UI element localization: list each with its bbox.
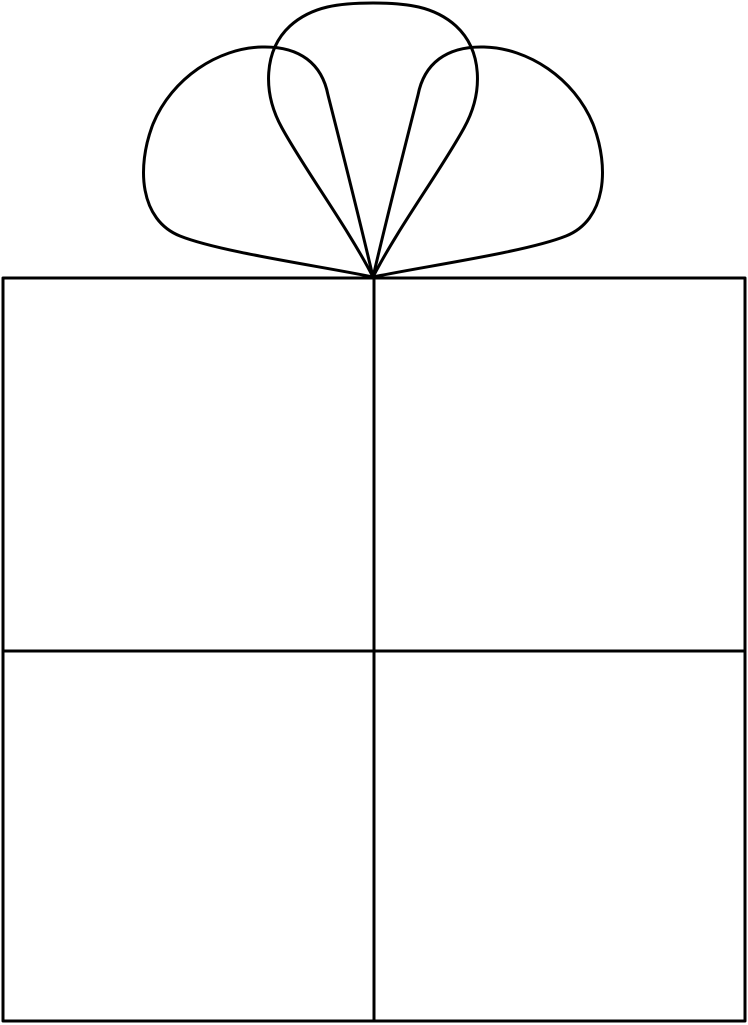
gift-box xyxy=(1,276,747,1023)
bow-left-loop xyxy=(142,45,375,279)
bow-center-loop xyxy=(267,1,479,279)
bow-right-loop xyxy=(371,45,604,279)
bow xyxy=(142,1,604,279)
